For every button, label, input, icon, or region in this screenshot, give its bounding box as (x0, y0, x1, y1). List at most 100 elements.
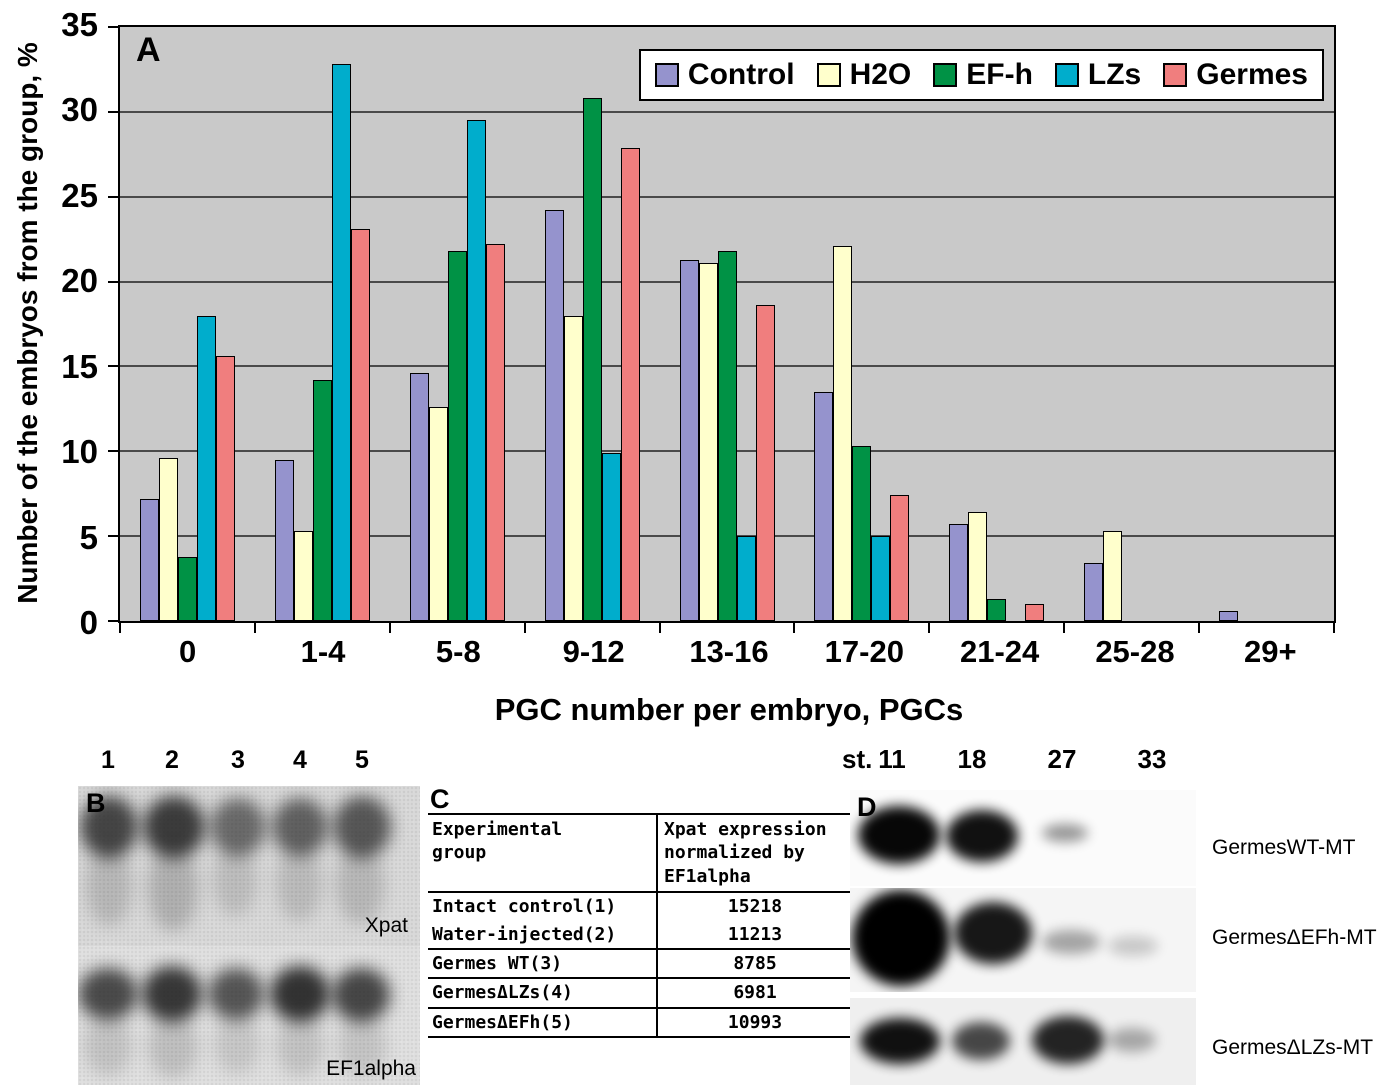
bar-control (274, 459, 294, 621)
bar-ef-h (312, 380, 332, 621)
y-tick-mark (108, 620, 118, 622)
stage-label: 11 (878, 744, 906, 774)
blot-smear (276, 846, 322, 921)
stage-labels: st. 11 18 27 33 (842, 744, 1196, 776)
bar-h2o (158, 458, 178, 621)
x-axis-labels: 0 1-4 5-8 9-12 13-16 17-20 21-24 25-28 29+ (120, 634, 1338, 670)
lane-number: 5 (355, 746, 369, 774)
bar-lzs (601, 452, 621, 621)
y-tick-label: 5 (79, 518, 98, 556)
blot-band (272, 798, 328, 856)
y-tick-label: 15 (61, 347, 98, 385)
panel-a-label: A (136, 31, 161, 69)
table-cell-value: 10993 (656, 1008, 852, 1037)
x-tick-label: 0 (179, 634, 197, 669)
legend-label: Control (687, 58, 795, 91)
blot-smear (276, 1016, 324, 1076)
bar-ef-h (447, 251, 467, 621)
bar-control (814, 391, 834, 621)
x-tick-mark (1198, 623, 1201, 633)
legend-label: H2O (849, 58, 912, 91)
blot-band (142, 966, 202, 1022)
stage-prefix: st. (842, 744, 873, 774)
table-cell-group: Germes WT(3) (432, 952, 563, 974)
bar-h2o (833, 245, 853, 621)
y-tick-label: 35 (61, 6, 98, 43)
blot-band (1108, 936, 1158, 956)
y-tick-mark (108, 280, 118, 283)
y-tick-mark (108, 26, 118, 28)
bar-germes (755, 305, 775, 621)
blot-smear (86, 846, 132, 926)
y-tick-mark (108, 110, 118, 113)
y-tick-label: 10 (61, 433, 98, 471)
western-blot-germesdlzs (850, 998, 1196, 1085)
legend-item: LZs (1054, 58, 1142, 92)
table-cell-group: Intact control(1) (432, 896, 617, 918)
bar-h2o (428, 407, 448, 621)
xpat-expression-table: Experimental group Xpat expression norma… (428, 813, 852, 1039)
legend-item: Germes (1163, 58, 1308, 92)
x-tick-label: 29+ (1243, 634, 1297, 669)
x-tick-label: 9-12 (562, 634, 625, 669)
legend-swatch (816, 63, 841, 87)
bar-group (1064, 27, 1199, 621)
legend: Control H2O EF-h LZs Germes (638, 49, 1324, 101)
bar-germes (890, 495, 910, 621)
bar-group (660, 27, 795, 621)
x-tick-label: 5-8 (435, 634, 481, 669)
blot-band (208, 968, 264, 1020)
blot-band (1042, 824, 1088, 842)
legend-swatch (1163, 63, 1188, 87)
table-header: Experimental group Xpat expression norma… (428, 815, 852, 894)
bar-ef-h (582, 98, 602, 621)
y-tick-label: 20 (61, 262, 98, 300)
bar-control (409, 373, 429, 621)
lane-number: 2 (165, 746, 179, 774)
table-cell-value: 8785 (656, 949, 852, 978)
western-blot-germesdefh (850, 888, 1196, 992)
legend-swatch (1054, 63, 1079, 87)
y-tick-mark (108, 535, 118, 538)
y-tick-label: 0 (79, 604, 98, 641)
legend-label: LZs (1087, 58, 1142, 91)
blot-band (952, 1022, 1010, 1060)
bar-group (525, 27, 660, 621)
x-tick-mark (793, 623, 796, 633)
ef1alpha-blot-image: EF1alpha (78, 946, 420, 1085)
gridline (120, 110, 1334, 113)
blot-smear (213, 846, 257, 916)
bar-control (949, 524, 969, 621)
bar-germes (620, 147, 640, 621)
blot-band (270, 966, 330, 1022)
table-row: Water-injected(2) 11213 (428, 920, 852, 950)
blot-band (1032, 1016, 1104, 1064)
legend-label: Germes (1196, 58, 1308, 91)
bar-h2o (563, 315, 583, 621)
bar-lzs (871, 536, 891, 621)
blot-smear (336, 846, 384, 924)
bar-control (1219, 610, 1239, 621)
blot-band (954, 902, 1032, 964)
legend-swatch (654, 63, 679, 87)
bar-ef-h (852, 446, 872, 621)
legend-label: EF-h (966, 58, 1033, 91)
x-tick-label: 17-20 (824, 634, 904, 669)
bar-lzs (736, 536, 756, 621)
western-blot-germeswt (850, 790, 1196, 886)
x-tick-mark (388, 623, 391, 633)
stage-label: 27 (1047, 744, 1077, 774)
bars-layer (120, 27, 1334, 621)
blot-smear (214, 1016, 260, 1074)
bar-group (929, 27, 1064, 621)
blot-band (80, 796, 138, 858)
bar-h2o (968, 512, 988, 621)
bar-h2o (698, 262, 718, 621)
x-tick-mark (1333, 623, 1335, 633)
y-tick-mark (108, 195, 118, 198)
bar-h2o (1103, 531, 1123, 621)
panel-c-label: C (430, 784, 450, 814)
bar-germes (485, 244, 505, 621)
bar-h2o (293, 531, 313, 621)
